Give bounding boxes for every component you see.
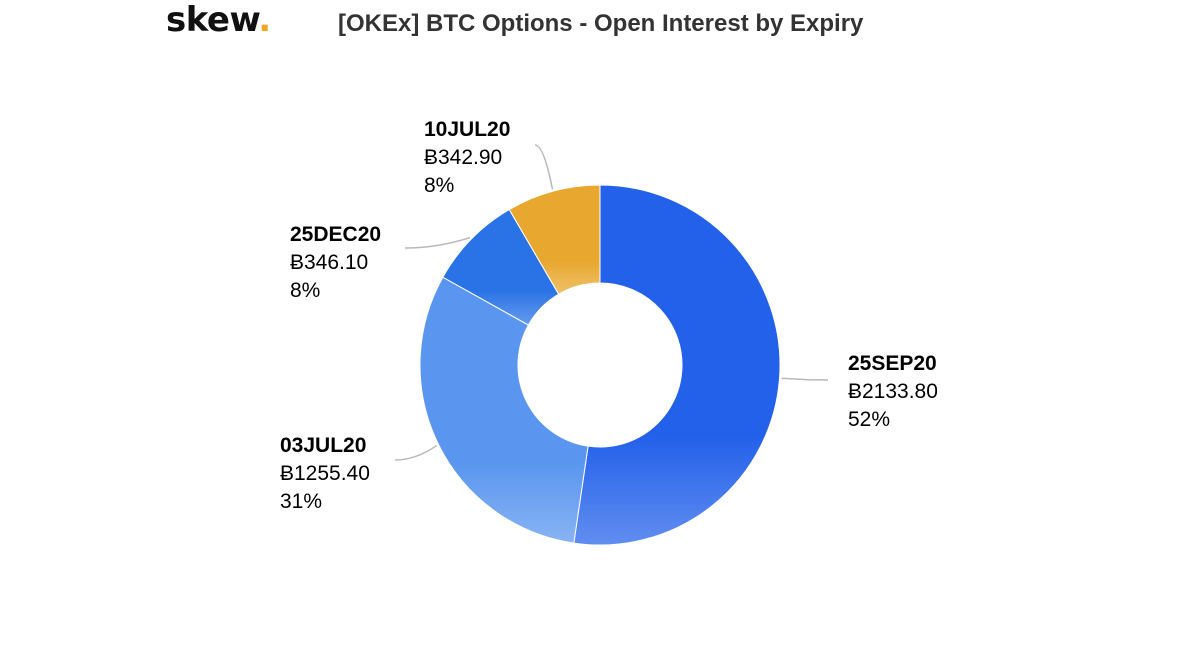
label-value-03JUL20: Ƀ1255.40 xyxy=(280,462,370,485)
label-percent-25SEP20: 52% xyxy=(848,408,890,431)
label-name-10JUL20: 10JUL20 xyxy=(424,118,510,141)
label-percent-25DEC20: 8% xyxy=(290,279,320,302)
label-percent-03JUL20: 31% xyxy=(280,490,322,513)
logo-text: skew xyxy=(166,0,259,40)
label-name-25DEC20: 25DEC20 xyxy=(290,223,381,246)
label-value-10JUL20: Ƀ342.90 xyxy=(424,146,502,169)
label-name-25SEP20: 25SEP20 xyxy=(848,352,937,375)
label-value-25DEC20: Ƀ346.10 xyxy=(290,251,368,274)
skew-logo: skew. xyxy=(166,0,271,40)
label-percent-10JUL20: 8% xyxy=(424,174,454,197)
connector-25SEP20 xyxy=(781,377,829,381)
slice-25SEP20[interactable] xyxy=(573,184,781,546)
connector-25DEC20 xyxy=(404,236,471,249)
slice-10JUL20[interactable] xyxy=(508,184,601,295)
label-name-03JUL20: 03JUL20 xyxy=(280,434,366,457)
label-value-25SEP20: Ƀ2133.80 xyxy=(848,380,938,403)
slice-03JUL20[interactable] xyxy=(419,276,589,544)
chart-title: [OKEx] BTC Options - Open Interest by Ex… xyxy=(338,10,864,37)
connector-03JUL20 xyxy=(394,444,438,461)
connector-10JUL20 xyxy=(534,144,554,190)
logo-dot: . xyxy=(258,0,271,40)
